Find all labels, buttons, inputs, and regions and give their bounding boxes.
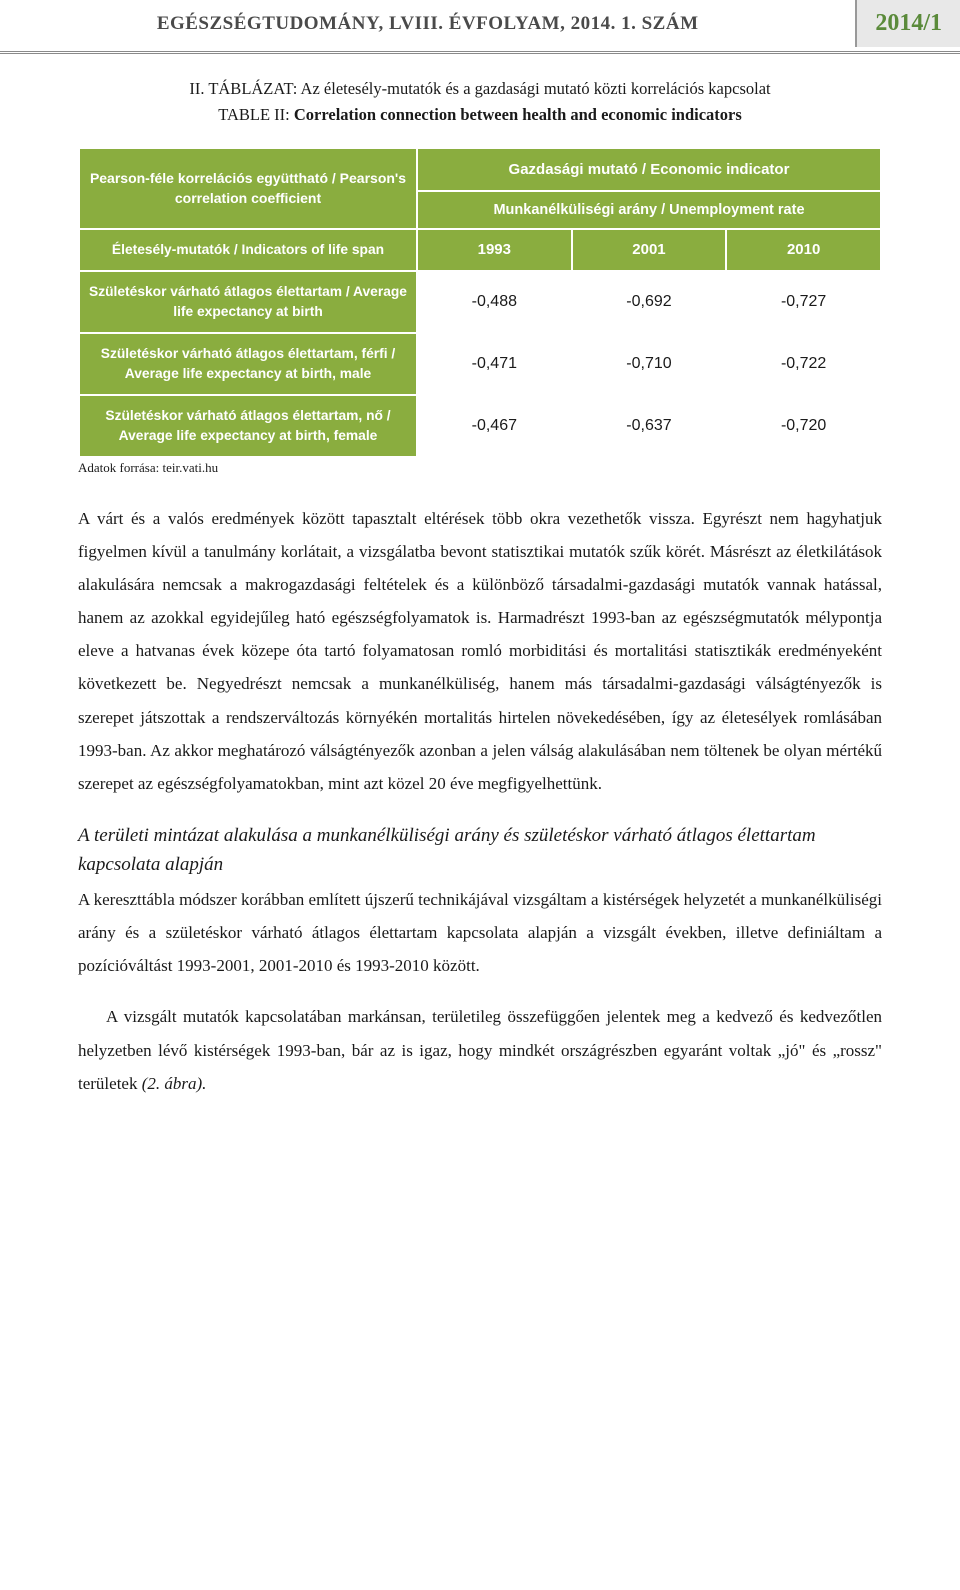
- caption-line2-rest: Correlation connection between health an…: [294, 105, 742, 124]
- table-cell: -0,637: [572, 395, 727, 457]
- page-content: II. TÁBLÁZAT: Az életesély-mutatók és a …: [0, 54, 960, 1162]
- year-header: 1993: [417, 229, 572, 271]
- body-paragraph-1: A várt és a valós eredmények között tapa…: [78, 502, 882, 800]
- table-cell: -0,720: [726, 395, 881, 457]
- table-cell: -0,710: [572, 333, 727, 395]
- issue-badge: 2014/1: [855, 0, 960, 47]
- body-paragraph-2: A kereszttábla módszer korábban említett…: [78, 883, 882, 982]
- year-header: 2001: [572, 229, 727, 271]
- year-row-label: Életesély-mutatók / Indicators of life s…: [79, 229, 417, 271]
- year-header: 2010: [726, 229, 881, 271]
- table-caption: II. TÁBLÁZAT: Az életesély-mutatók és a …: [78, 76, 882, 129]
- table-cell: -0,467: [417, 395, 572, 457]
- journal-title: EGÉSZSÉGTUDOMÁNY, LVIII. ÉVFOLYAM, 2014.…: [0, 13, 855, 35]
- table-row-label: Születéskor várható átlagos élettartam /…: [79, 271, 417, 333]
- source-note: Adatok forrása: teir.vati.hu: [78, 460, 882, 476]
- table-sub-header: Munkanélküliségi arány / Unemployment ra…: [417, 191, 881, 229]
- caption-line1-prefix: II. TÁBLÁZAT:: [189, 79, 300, 98]
- caption-line2-prefix: TABLE II:: [218, 105, 294, 124]
- page-header: EGÉSZSÉGTUDOMÁNY, LVIII. ÉVFOLYAM, 2014.…: [0, 0, 960, 54]
- table-row-label: Születéskor várható átlagos élettartam, …: [79, 395, 417, 457]
- p3-figure-ref: (2. ábra).: [142, 1074, 207, 1093]
- table-top-header: Gazdasági mutató / Economic indicator: [417, 148, 881, 191]
- body-paragraph-3: A vizsgált mutatók kapcsolatában markáns…: [78, 1000, 882, 1099]
- caption-line1-rest: Az életesély-mutatók és a gazdasági muta…: [301, 79, 771, 98]
- correlation-table: Pearson-féle korrelációs együttható / Pe…: [78, 147, 882, 458]
- table-cell: -0,692: [572, 271, 727, 333]
- table-cell: -0,488: [417, 271, 572, 333]
- table-row-label: Születéskor várható átlagos élettartam, …: [79, 333, 417, 395]
- table-corner-header: Pearson-féle korrelációs együttható / Pe…: [79, 148, 417, 229]
- table-cell: -0,471: [417, 333, 572, 395]
- table-cell: -0,722: [726, 333, 881, 395]
- table-cell: -0,727: [726, 271, 881, 333]
- section-heading: A területi mintázat alakulása a munkanél…: [78, 822, 882, 879]
